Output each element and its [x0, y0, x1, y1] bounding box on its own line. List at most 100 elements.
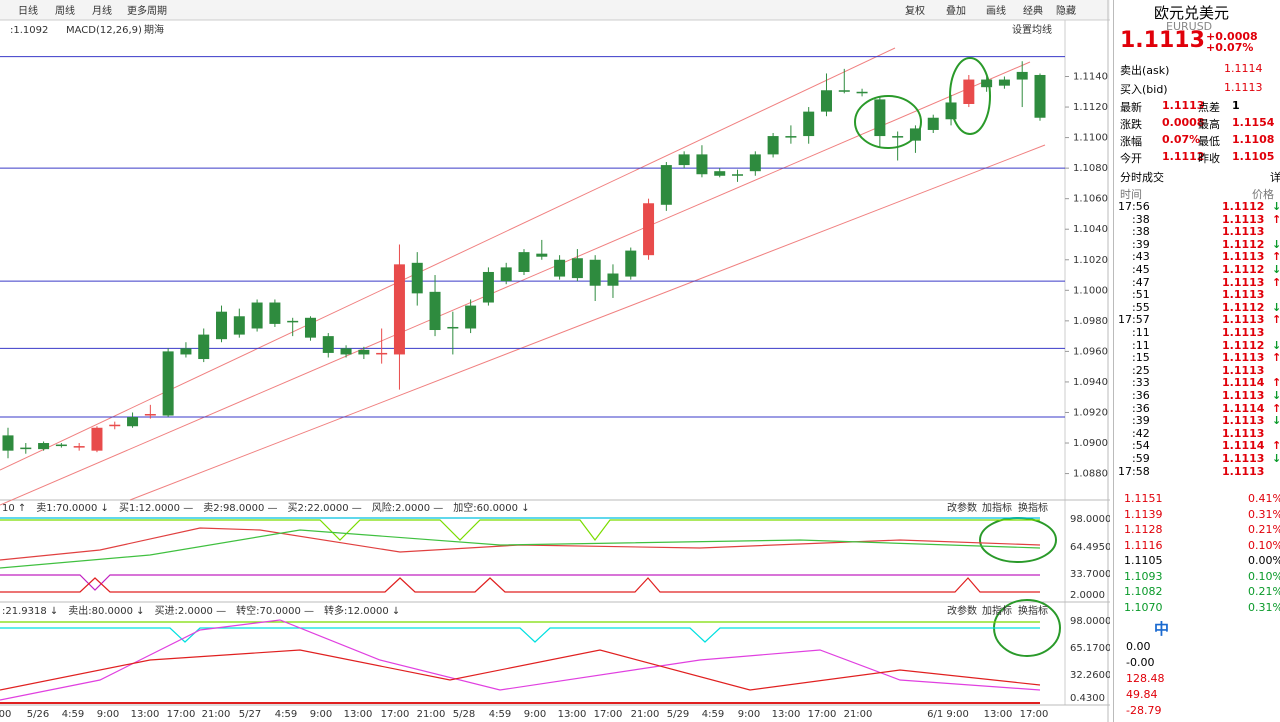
panel-axis-label: 65.1700	[1070, 643, 1110, 654]
mini-axis-label: 1.1151	[1124, 492, 1163, 505]
tool-button[interactable]: 复权	[905, 4, 925, 17]
panel-button[interactable]: 改参数	[947, 604, 977, 617]
tool-button[interactable]: 叠加	[946, 5, 966, 17]
y-tick-label: 1.1140	[1073, 72, 1108, 83]
candle-body	[589, 259, 601, 286]
panel-axis-label: 98.0000	[1070, 514, 1110, 525]
lang-button[interactable]: 中	[1154, 620, 1170, 638]
candle-body	[518, 252, 530, 272]
annotation-circle	[854, 95, 922, 149]
x-tick-label: 17:00	[1020, 709, 1049, 720]
candle-body	[55, 444, 67, 447]
ma-button[interactable]: 设置均线	[1012, 23, 1052, 36]
trade-time: :47	[1132, 275, 1150, 289]
trade-time: :45	[1132, 263, 1150, 276]
legend-source: 期海	[144, 23, 164, 36]
tool-button[interactable]: 画线	[986, 4, 1006, 17]
bottom-label: 0.00	[1126, 640, 1151, 653]
candle-body	[162, 351, 174, 416]
panel-button[interactable]: 改参数	[947, 501, 977, 514]
trade-price: 1.1113	[1222, 426, 1265, 440]
candle-body	[358, 349, 370, 355]
panel-axis-label: 0.4300	[1070, 693, 1105, 704]
candle-body	[447, 326, 459, 329]
stat-value: 1	[1232, 99, 1240, 112]
trade-dir: ↓	[1272, 389, 1280, 402]
tool-button[interactable]: 隐藏	[1056, 5, 1076, 17]
mini-axis-label: 1.1093	[1124, 569, 1163, 583]
stat-value: 1.1113	[1162, 99, 1205, 112]
trade-time: :39	[1132, 237, 1150, 251]
candle-body	[714, 171, 726, 176]
trade-price: 1.1113	[1222, 212, 1265, 226]
x-tick-label: 5/26	[27, 709, 49, 720]
channel	[0, 47, 1046, 506]
bottom-label: -28.79	[1126, 704, 1162, 717]
panel-button[interactable]: 换指标	[1018, 604, 1048, 617]
candle-body	[393, 264, 405, 355]
period-button[interactable]: 周线	[55, 4, 75, 17]
ask: 1.1114	[1224, 62, 1263, 75]
tool-button[interactable]: 经典	[1023, 4, 1043, 17]
trade-price: 1.1113	[1222, 414, 1265, 428]
trade-time: :43	[1132, 250, 1150, 264]
trade-time: :15	[1132, 351, 1150, 365]
indicator-param: 加空:60.0000 ↓	[453, 501, 529, 514]
mini-axis-label: 0.10%	[1248, 569, 1280, 583]
quote-panel: 欧元兑美元 EURUSD 1.1113 +0.0008 +0.07% 卖出(ask) 1.1…	[1113, 0, 1280, 722]
mini-axis-label: 1.1105	[1124, 554, 1163, 567]
indicator-param: 买进:2.0000 —	[155, 605, 227, 617]
period-button[interactable]: 更多周期	[127, 4, 167, 17]
detail-button[interactable]: 详	[1270, 171, 1280, 184]
trade-price: 1.1114	[1222, 401, 1265, 415]
symbol-name: 欧元兑美元	[1154, 4, 1230, 22]
y-tick-label: 1.1060	[1073, 194, 1108, 205]
trade-price: 1.1113	[1222, 326, 1265, 339]
candle-body	[429, 291, 441, 331]
y-tick-label: 1.1120	[1073, 102, 1108, 113]
x-tick-label: 4:59	[702, 709, 724, 720]
indicator-param: :21.9318 ↓	[2, 606, 58, 617]
candle-body	[625, 250, 637, 277]
panel-button[interactable]: 换指标	[1018, 501, 1048, 514]
candle-body	[927, 117, 939, 130]
trade-dir: ↑	[1272, 439, 1280, 453]
candle-body	[127, 417, 139, 427]
x-tick-label: 13:00	[344, 709, 373, 720]
trade-time: :11	[1132, 326, 1150, 339]
period-button[interactable]: 日线	[18, 4, 38, 17]
mini-axis-label: 1.1070	[1124, 600, 1163, 614]
mini-axis-label: 1.1139	[1124, 507, 1163, 521]
mini-axis-label: 0.00%	[1248, 554, 1280, 567]
trade-dir: ↑	[1272, 212, 1280, 226]
panel-axis-label: 64.4950	[1070, 542, 1110, 553]
trade-time: :25	[1132, 363, 1150, 377]
trade-price: 1.1112	[1222, 200, 1265, 213]
trade-time: :38	[1132, 225, 1150, 239]
trade-time: :38	[1132, 212, 1150, 226]
panel-button[interactable]: 加指标	[982, 604, 1012, 617]
candle-body	[732, 174, 744, 176]
trade-dir: ↓	[1272, 414, 1280, 428]
candle-body	[874, 99, 886, 137]
panel-button[interactable]: 加指标	[982, 501, 1012, 514]
x-tick-label: 5/29	[667, 709, 689, 720]
trade-dir: ↑	[1272, 376, 1280, 390]
legend-value: :1.1092	[10, 25, 48, 36]
mini-axis-label: 1.1082	[1124, 585, 1163, 598]
stat-label: 最新	[1120, 101, 1142, 114]
indicator-param: 买1:12.0000 —	[119, 502, 193, 514]
candle-body	[963, 79, 975, 104]
trade-price: 1.1113	[1222, 389, 1265, 402]
trade-time: :33	[1132, 376, 1150, 390]
candle-body	[91, 427, 103, 451]
period-button[interactable]: 月线	[92, 4, 112, 17]
trade-price: 1.1112	[1222, 263, 1265, 276]
trade-dir: ↓	[1272, 200, 1280, 213]
price-header: 价格	[1252, 188, 1274, 201]
trade-time: :11	[1132, 338, 1150, 352]
candle-body	[767, 136, 779, 155]
candle-body	[785, 136, 797, 138]
candle-body	[198, 334, 210, 360]
trade-dir: ↑	[1272, 313, 1280, 327]
